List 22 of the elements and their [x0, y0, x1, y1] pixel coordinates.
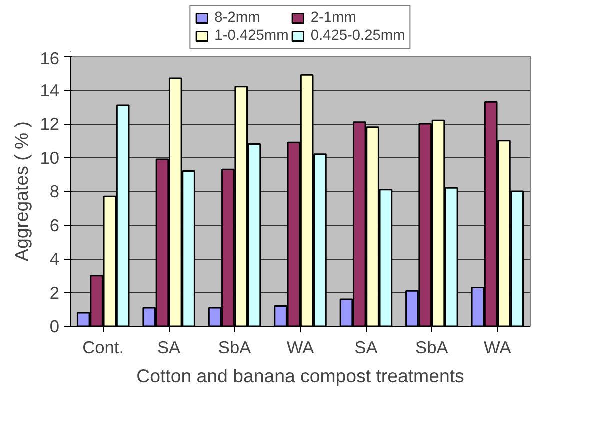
y-tick-label: 8 [50, 182, 60, 202]
y-axis-title: Aggregates ( % ) [11, 121, 32, 262]
x-tick-label: SA [354, 338, 378, 358]
legend-label: 8-2mm [214, 10, 260, 26]
y-tick-label: 4 [50, 249, 60, 269]
y-tick-label: 2 [50, 282, 60, 303]
legend-label: 0.425-0.25mm [310, 28, 406, 44]
legend-label: 1-0.425mm [214, 28, 289, 44]
y-tick-label: 16 [40, 48, 60, 68]
y-tick-label: 14 [40, 80, 60, 100]
x-tick-label: SbA [218, 338, 252, 358]
x-tick-label: WA [286, 338, 315, 358]
x-axis-title: Cotton and banana compost treatments [136, 366, 464, 386]
x-tick-label: SbA [416, 338, 449, 358]
y-tick-label: 0 [50, 316, 60, 336]
x-tick-label: WA [484, 338, 512, 358]
x-tick-label: SA [158, 338, 182, 358]
y-tick-label: 12 [40, 114, 60, 134]
legend-label: 2-1mm [310, 10, 356, 26]
y-tick-label: 6 [50, 215, 60, 236]
y-tick-label: 10 [40, 148, 60, 168]
x-tick-label: Cont. [82, 338, 124, 358]
